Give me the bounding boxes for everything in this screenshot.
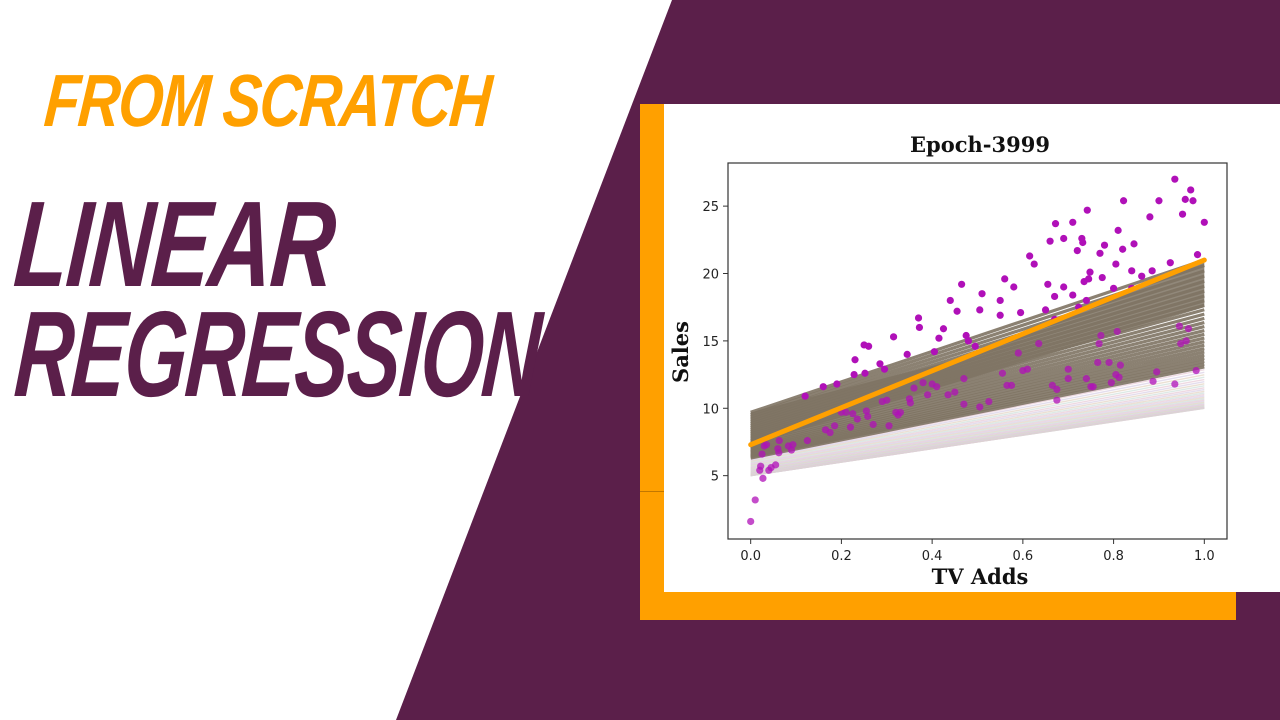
chart-title: Epoch-3999 [910, 132, 1050, 157]
x-tick-label: 0.6 [1013, 549, 1034, 564]
subtitle-from-scratch: FROM SCRATCH [41, 59, 494, 142]
y-axis-label: Sales [668, 321, 693, 383]
epoch-history-lines [750, 258, 1205, 477]
x-tick-label: 0.0 [740, 549, 761, 564]
y-tick-label: 10 [702, 402, 719, 417]
frame-divider [640, 491, 664, 492]
plot-frame [727, 162, 1228, 540]
regression-chart: Epoch-3999 0.0 0.2 0.4 0.6 0.8 1.0 510152025 … [668, 132, 1228, 589]
y-tick-label: 5 [711, 470, 719, 485]
x-tick-label: 0.2 [831, 549, 852, 564]
x-tick-label: 0.8 [1103, 549, 1124, 564]
x-tick-label: 1.0 [1194, 549, 1215, 564]
y-tick-label: 25 [702, 200, 719, 215]
title-regression: REGRESSION [11, 286, 545, 422]
x-tick-label: 0.4 [922, 549, 943, 564]
scatter-points [747, 175, 1208, 526]
x-axis-label: TV Adds [932, 564, 1029, 589]
y-tick-label: 20 [702, 268, 719, 283]
y-axis-ticks: 5 10 15 20 25 [702, 200, 728, 485]
chart-card: Epoch-3999 0.0 0.2 0.4 0.6 0.8 1.0 5 10 15 20 25 … [664, 104, 1280, 592]
x-axis-ticks: 0.0 0.2 0.4 0.6 0.8 1.0 [740, 539, 1215, 564]
y-tick-label: 15 [702, 335, 719, 350]
fit-line [748, 257, 1207, 448]
